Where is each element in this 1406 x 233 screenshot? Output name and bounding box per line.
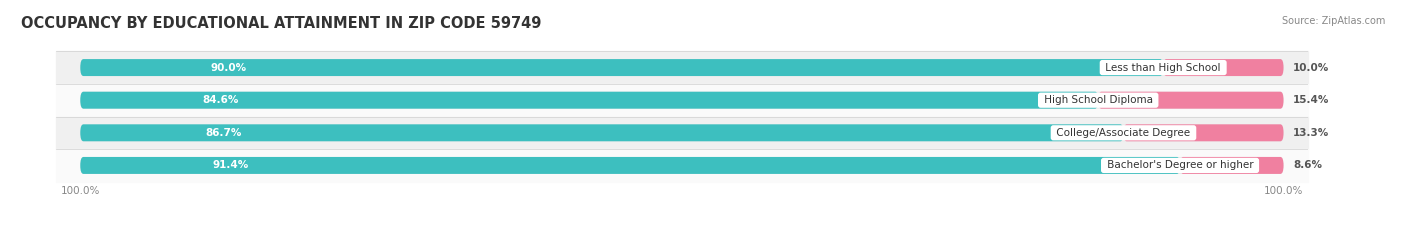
- Text: 86.7%: 86.7%: [205, 128, 242, 138]
- Bar: [56, 116, 1308, 149]
- Legend: Owner-occupied, Renter-occupied: Owner-occupied, Renter-occupied: [569, 230, 794, 233]
- FancyBboxPatch shape: [1123, 124, 1284, 141]
- Text: 15.4%: 15.4%: [1294, 95, 1330, 105]
- Bar: [56, 51, 1308, 84]
- FancyBboxPatch shape: [1180, 157, 1284, 174]
- FancyBboxPatch shape: [1098, 92, 1284, 109]
- Text: 84.6%: 84.6%: [202, 95, 239, 105]
- Bar: [56, 84, 1308, 116]
- FancyBboxPatch shape: [80, 157, 1284, 174]
- FancyBboxPatch shape: [80, 59, 1163, 76]
- Bar: [56, 149, 1308, 182]
- FancyBboxPatch shape: [80, 92, 1284, 109]
- Text: 10.0%: 10.0%: [1294, 63, 1330, 72]
- Text: OCCUPANCY BY EDUCATIONAL ATTAINMENT IN ZIP CODE 59749: OCCUPANCY BY EDUCATIONAL ATTAINMENT IN Z…: [21, 16, 541, 31]
- FancyBboxPatch shape: [80, 59, 1284, 76]
- Text: Less than High School: Less than High School: [1102, 63, 1225, 72]
- FancyBboxPatch shape: [80, 124, 1123, 141]
- Text: 8.6%: 8.6%: [1294, 161, 1322, 170]
- Text: High School Diploma: High School Diploma: [1040, 95, 1156, 105]
- Text: 91.4%: 91.4%: [212, 161, 249, 170]
- FancyBboxPatch shape: [80, 92, 1098, 109]
- Text: Source: ZipAtlas.com: Source: ZipAtlas.com: [1281, 16, 1385, 26]
- FancyBboxPatch shape: [1163, 59, 1284, 76]
- FancyBboxPatch shape: [80, 157, 1180, 174]
- Text: 90.0%: 90.0%: [211, 63, 246, 72]
- Text: Bachelor's Degree or higher: Bachelor's Degree or higher: [1104, 161, 1257, 170]
- FancyBboxPatch shape: [80, 124, 1284, 141]
- Text: 13.3%: 13.3%: [1294, 128, 1330, 138]
- Text: College/Associate Degree: College/Associate Degree: [1053, 128, 1194, 138]
